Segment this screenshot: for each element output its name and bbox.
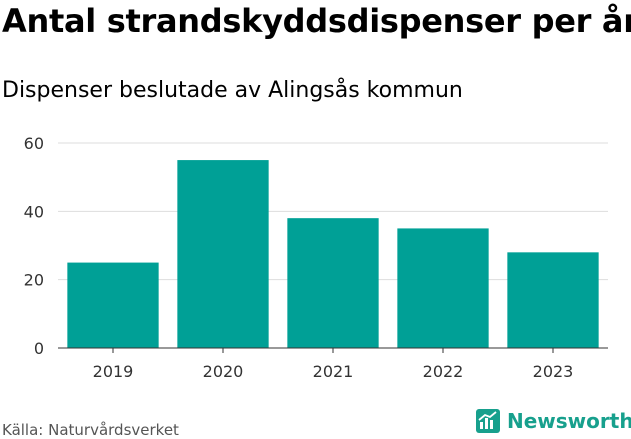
bar <box>287 218 379 348</box>
bar-chart: 0 20 40 60 2019 2020 2021 2022 2023 <box>24 134 608 381</box>
x-tick-label: 2021 <box>313 362 354 381</box>
x-tick-label: 2020 <box>203 362 244 381</box>
bar <box>177 160 269 348</box>
x-tick-label: 2022 <box>423 362 464 381</box>
chart-title: Antal strandskyddsdispenser per år <box>2 2 631 40</box>
y-tick-label: 20 <box>24 271 44 290</box>
bar <box>397 228 489 348</box>
newsworthy-logo-icon <box>476 409 500 433</box>
brand-logo: Newsworthy <box>475 408 631 434</box>
bar <box>67 262 159 348</box>
y-tick-label: 0 <box>34 339 44 358</box>
brand-name: Newsworthy <box>507 409 631 433</box>
y-tick-label: 60 <box>24 134 44 153</box>
x-tick-label: 2019 <box>93 362 134 381</box>
y-tick-label: 40 <box>24 202 44 221</box>
source-note: Källa: Naturvårdsverket <box>2 421 179 439</box>
bar <box>507 252 599 348</box>
chart-subtitle: Dispenser beslutade av Alingsås kommun <box>2 78 463 103</box>
x-tick-label: 2023 <box>533 362 574 381</box>
